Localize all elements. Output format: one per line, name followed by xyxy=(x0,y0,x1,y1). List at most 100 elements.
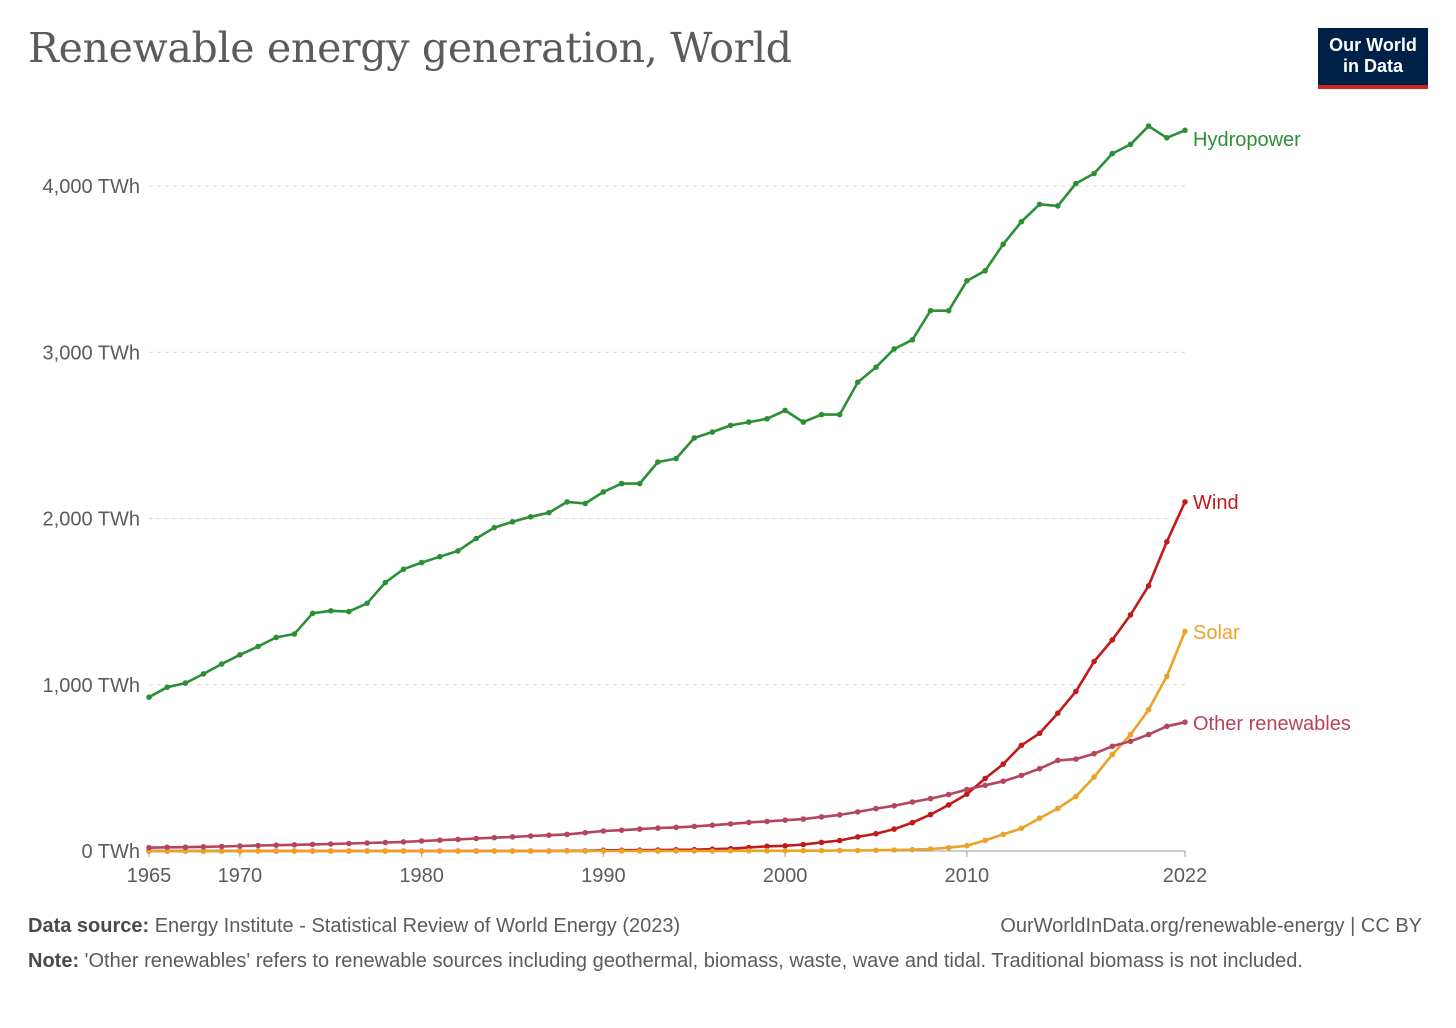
data-point xyxy=(964,278,970,284)
y-tick-label: 4,000 TWh xyxy=(43,176,140,198)
data-point xyxy=(546,509,552,516)
data-point xyxy=(855,379,861,386)
data-point xyxy=(1145,123,1152,129)
data-point xyxy=(455,548,461,554)
data-point xyxy=(909,846,916,853)
data-point xyxy=(600,828,607,834)
data-point xyxy=(982,268,988,274)
data-point xyxy=(873,805,879,812)
gridlines xyxy=(149,185,1185,686)
data-point xyxy=(309,848,316,854)
data-point xyxy=(509,848,516,854)
data-point xyxy=(855,809,861,815)
data-point xyxy=(1036,815,1043,821)
data-point xyxy=(891,803,897,809)
series-label: Other renewables xyxy=(1193,713,1351,735)
data-point xyxy=(527,514,534,520)
data-point xyxy=(1127,612,1134,618)
data-point xyxy=(418,559,425,566)
data-point xyxy=(418,848,425,854)
data-point xyxy=(200,844,207,850)
data-point xyxy=(727,848,734,854)
series-line xyxy=(149,501,1187,853)
data-point xyxy=(546,832,552,838)
data-point xyxy=(945,791,952,798)
y-tick-label: 2,000 TWh xyxy=(43,509,140,531)
data-point xyxy=(1055,710,1061,716)
owid-logo[interactable]: Our World in Data xyxy=(1318,28,1428,89)
note-label: Note: xyxy=(28,950,80,972)
data-point xyxy=(891,346,897,352)
data-point xyxy=(800,841,807,848)
data-point xyxy=(1109,751,1116,758)
data-point xyxy=(382,848,389,854)
data-point xyxy=(1073,688,1079,695)
data-point xyxy=(855,834,861,840)
data-point xyxy=(400,566,407,572)
data-point xyxy=(818,814,825,820)
data-point xyxy=(1000,778,1006,784)
data-point xyxy=(945,802,952,808)
data-point xyxy=(437,553,443,560)
data-point xyxy=(764,848,770,854)
data-point xyxy=(964,842,970,849)
data-point xyxy=(182,844,189,850)
data-point xyxy=(746,419,752,425)
data-point xyxy=(146,694,152,700)
data-point xyxy=(709,429,716,435)
data-point xyxy=(328,848,334,854)
y-axis: 0 TWh 1,000 TWh 2,000 TWh 3,000 TWh 4,000 TW… xyxy=(43,176,140,863)
data-point xyxy=(1036,201,1043,208)
data-point xyxy=(473,848,480,854)
data-point xyxy=(1000,761,1006,767)
data-point xyxy=(473,835,480,842)
data-point xyxy=(818,839,825,846)
data-point xyxy=(836,812,843,818)
data-point xyxy=(1091,774,1097,780)
note-text: 'Other renewables' refers to renewable s… xyxy=(84,950,1303,972)
data-point xyxy=(218,661,225,667)
data-point xyxy=(1073,180,1079,187)
series-line xyxy=(148,124,1186,699)
data-point xyxy=(636,826,643,832)
data-point xyxy=(418,838,425,844)
x-tick-label: 1980 xyxy=(399,865,444,887)
data-point xyxy=(1109,637,1116,643)
data-point xyxy=(237,652,243,658)
data-point xyxy=(782,407,788,414)
data-point xyxy=(146,844,152,851)
data-point xyxy=(437,848,443,854)
data-point xyxy=(1018,825,1025,832)
data-point xyxy=(1182,628,1188,635)
data-point xyxy=(527,833,534,839)
data-point xyxy=(400,839,407,845)
data-point xyxy=(1109,743,1116,750)
data-point xyxy=(1182,499,1188,505)
data-point xyxy=(655,825,661,831)
x-tick-label: 2010 xyxy=(945,865,990,887)
data-point xyxy=(691,848,698,854)
data-point xyxy=(1055,203,1061,209)
data-point xyxy=(455,848,461,854)
data-point xyxy=(1127,141,1134,148)
data-point xyxy=(673,455,679,462)
source-url[interactable]: OurWorldInData.org/renewable-energy | CC… xyxy=(1000,915,1422,937)
x-axis: 1965 1970 1980 1990 2000 2010 2022 xyxy=(127,850,1208,887)
data-point xyxy=(582,848,588,854)
data-point xyxy=(309,610,316,617)
data-point xyxy=(564,831,570,838)
data-point xyxy=(1073,793,1079,800)
x-tick-label: 2022 xyxy=(1163,865,1208,887)
data-point xyxy=(727,821,734,827)
y-tick-label: 3,000 TWh xyxy=(43,342,140,364)
data-point xyxy=(509,519,516,525)
series-solar xyxy=(146,628,1188,854)
data-point xyxy=(1164,539,1170,545)
series-labels: Hydropower Wind Solar Other renewables xyxy=(1193,129,1351,735)
data-point xyxy=(691,435,698,441)
data-point xyxy=(273,848,280,854)
data-point xyxy=(291,631,298,637)
data-point xyxy=(673,848,679,854)
x-tick-label: 1990 xyxy=(581,865,626,887)
data-point xyxy=(455,836,461,843)
